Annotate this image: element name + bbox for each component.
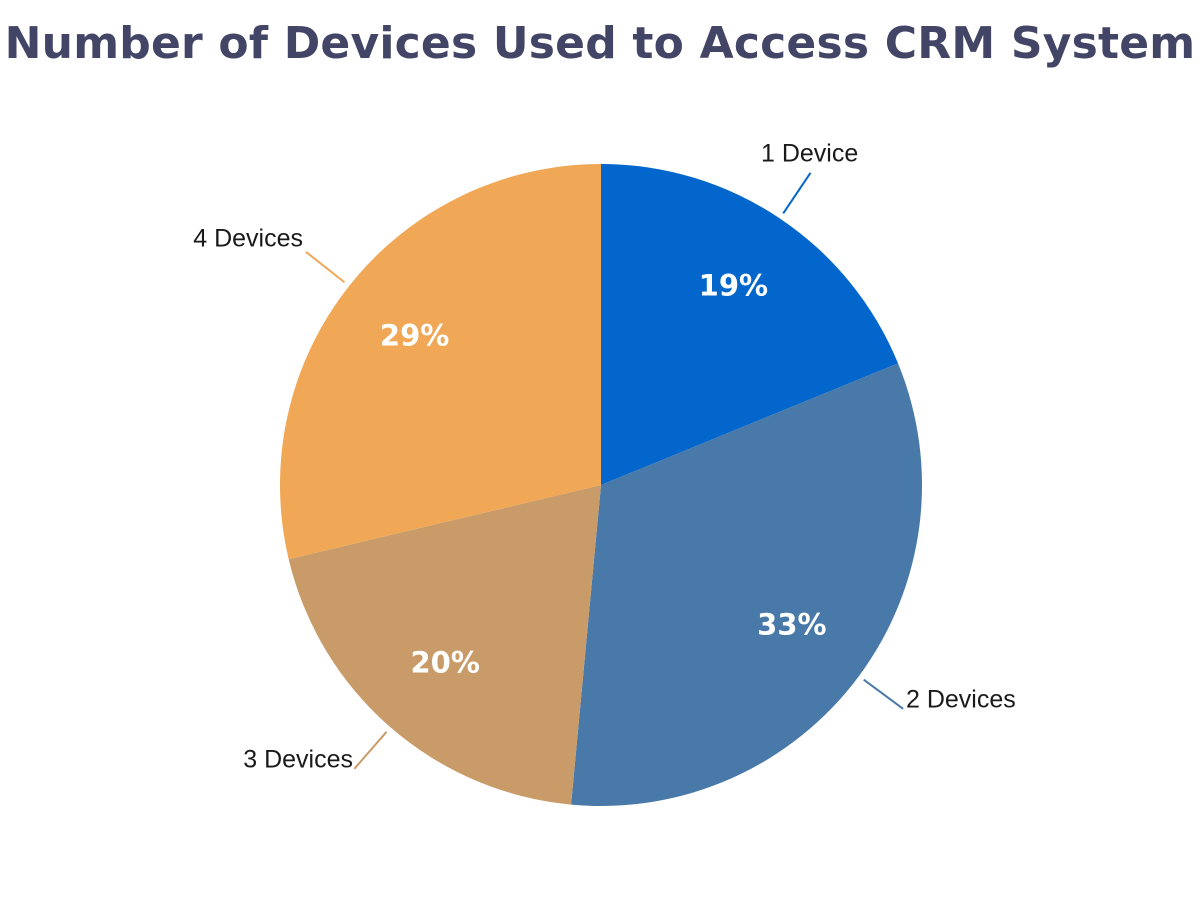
chart-title: Number of Devices Used to Access CRM Sys… (4, 18, 1196, 69)
slice-percent-label: 19% (699, 269, 768, 303)
leader-line (353, 731, 388, 770)
slice-category-label: 3 Devices (243, 746, 353, 774)
pie-slice (601, 164, 899, 485)
slice-category-label: 1 Device (761, 140, 858, 168)
slice-percent-label: 33% (757, 607, 826, 641)
slice-category-label: 4 Devices (193, 225, 303, 253)
slice-percent-label: 29% (380, 319, 449, 353)
pie-slice (280, 164, 601, 560)
pie-slice (571, 363, 922, 807)
leader-line (305, 251, 346, 284)
leader-line (782, 172, 812, 215)
slice-percent-label: 20% (410, 645, 479, 679)
slice-category-label: 2 Devices (906, 686, 1016, 714)
pie-slice (288, 485, 601, 805)
leader-line (863, 678, 904, 710)
